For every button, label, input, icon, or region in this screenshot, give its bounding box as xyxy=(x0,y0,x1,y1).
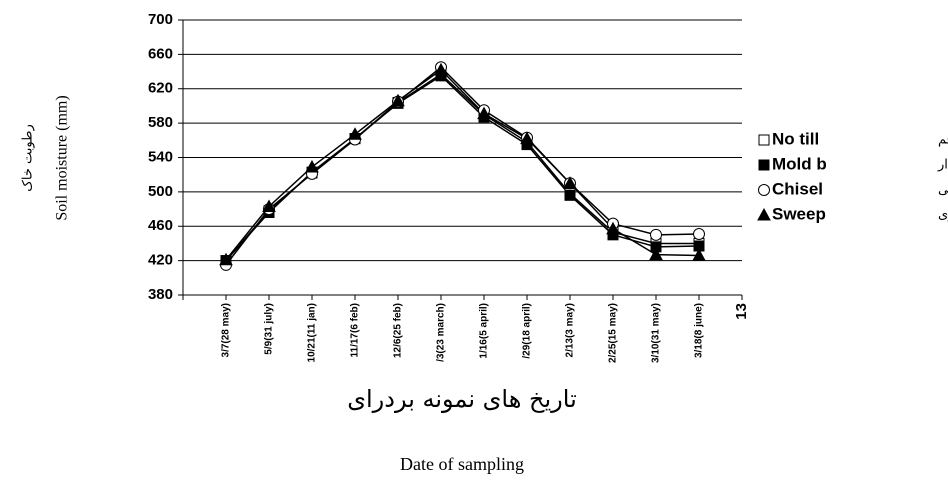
y-tick-label: 460 xyxy=(148,217,173,234)
legend-marker xyxy=(758,184,770,196)
x-tick-label: 10/21(11 jan) xyxy=(307,303,318,362)
legend-label: No till xyxy=(772,129,819,148)
y-tick-label: 380 xyxy=(148,286,173,303)
legend-label: Mold b xyxy=(772,154,827,173)
legend-marker xyxy=(758,159,770,171)
marker xyxy=(219,252,233,266)
y-tick-label: 500 xyxy=(148,183,173,200)
x-tick-label: /29(18 april) xyxy=(522,303,533,359)
marker xyxy=(305,159,319,173)
marker xyxy=(692,248,706,261)
legend-label-fa: پنجه غازی xyxy=(938,208,948,223)
y-label-fa: رطوبت خاک xyxy=(21,124,36,192)
x-tick-label: 3/7(28 may) xyxy=(221,303,232,357)
marker xyxy=(520,131,534,145)
marker xyxy=(606,221,620,235)
x-tick-label: 13 xyxy=(733,303,750,320)
y-tick-label: 620 xyxy=(148,80,173,97)
legend-label-fa: برگردان دار xyxy=(937,157,948,173)
y-tick-label: 660 xyxy=(148,45,173,62)
x-tick-label: 2/13(3 may) xyxy=(565,303,576,357)
x-tick-label: 3/10(31 may) xyxy=(651,303,662,363)
x-tick-label: 1/16(5 april) xyxy=(479,303,490,359)
marker xyxy=(564,189,576,201)
series-line xyxy=(225,66,700,266)
marker xyxy=(262,199,276,212)
marker xyxy=(650,228,662,241)
x-label-fa: تاريخ های نمونه بردرای xyxy=(347,385,577,413)
marker xyxy=(477,106,491,120)
legend-marker xyxy=(758,134,770,146)
marker xyxy=(391,93,405,107)
y-tick-label: 420 xyxy=(148,252,173,269)
x-label: Date of sampling xyxy=(400,454,524,474)
y-tick-label: 540 xyxy=(148,148,173,165)
marker xyxy=(348,127,362,140)
marker xyxy=(649,247,663,261)
y-label: Soil moisture (mm) xyxy=(54,95,71,220)
marker xyxy=(563,176,577,189)
marker xyxy=(434,62,448,76)
y-tick-label: 580 xyxy=(148,114,173,131)
legend-label-fa: بدون شخم xyxy=(938,133,948,148)
series-line xyxy=(225,68,700,261)
legend-label-fa: قلمی xyxy=(938,183,948,198)
x-tick-label: 11/17(6 feb) xyxy=(350,303,361,357)
y-tick-label: 700 xyxy=(148,11,173,28)
x-tick-label: /3(23 march) xyxy=(436,303,447,362)
series-line xyxy=(225,74,700,262)
series-line xyxy=(225,73,699,262)
legend-label: Sweep xyxy=(772,204,826,223)
x-tick-label: 5/9(31 july) xyxy=(264,303,275,355)
x-tick-label: 2/25(15 may) xyxy=(608,303,619,363)
legend-marker xyxy=(757,207,771,221)
x-tick-label: 3/18(8 june) xyxy=(694,303,705,358)
legend-label: Chisel xyxy=(772,179,823,198)
marker xyxy=(693,227,705,240)
x-tick-label: 12/6(25 feb) xyxy=(393,303,404,358)
